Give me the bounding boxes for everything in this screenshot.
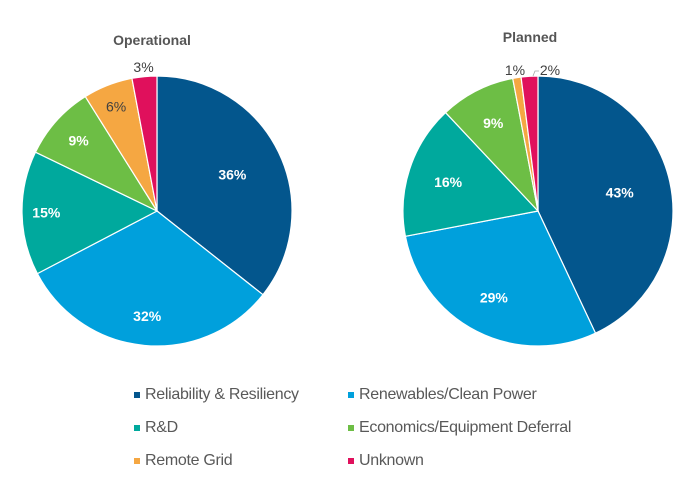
legend-item-rnd: R&D xyxy=(134,416,348,439)
legend-swatch xyxy=(348,457,354,464)
legend-swatch xyxy=(348,424,354,431)
pie-slice-unknown xyxy=(520,75,539,212)
chart-title-planned: Planned xyxy=(503,29,557,45)
data-label-remote-grid: 1% xyxy=(505,62,525,78)
data-label-renewables-clean-power: 32% xyxy=(133,308,162,324)
data-label-r-d: 16% xyxy=(434,174,463,190)
data-label-reliability-resiliency: 36% xyxy=(218,167,247,183)
legend-label: Unknown xyxy=(359,451,424,469)
pie-slice-unknown xyxy=(131,75,158,212)
pie-slice-reliability-resiliency xyxy=(156,75,293,296)
legend-label: Remote Grid xyxy=(145,451,233,469)
pie-slice-r-d xyxy=(21,151,159,275)
legend-label: R&D xyxy=(145,418,178,436)
data-label-unknown: 3% xyxy=(133,59,153,75)
legend-item-economics: Economics/Equipment Deferral xyxy=(348,416,614,439)
data-label-economics-equipment-deferral: 9% xyxy=(483,115,504,131)
pie-slice-reliability-resiliency xyxy=(537,75,674,334)
data-label-unknown: 2% xyxy=(540,62,560,78)
data-label-renewables-clean-power: 29% xyxy=(480,290,509,306)
legend-swatch xyxy=(134,457,140,464)
legend-label: Economics/Equipment Deferral xyxy=(359,418,572,436)
legend-item-renewables: Renewables/Clean Power xyxy=(348,383,614,406)
legend: Reliability & Resiliency Renewables/Clea… xyxy=(134,383,614,472)
legend-label: Renewables/Clean Power xyxy=(359,385,537,403)
legend-item-unknown: Unknown xyxy=(348,449,614,472)
pie-slice-renewables-clean-power xyxy=(404,210,597,347)
legend-item-reliability: Reliability & Resiliency xyxy=(134,383,348,406)
data-label-remote-grid: 6% xyxy=(106,99,126,115)
pie-planned: 43% 29% 16% 9% 1% 2% Planned xyxy=(402,29,674,347)
legend-label: Reliability & Resiliency xyxy=(145,385,299,403)
chart-title-operational: Operational xyxy=(113,32,191,48)
legend-swatch xyxy=(134,391,140,398)
data-label-reliability-resiliency: 43% xyxy=(606,185,635,201)
pie-slice-r-d xyxy=(402,111,540,237)
legend-swatch xyxy=(348,391,354,398)
data-label-r-d: 15% xyxy=(32,205,61,221)
legend-item-remote-grid: Remote Grid xyxy=(134,449,348,472)
leader-line xyxy=(532,70,539,77)
data-label-economics-equipment-deferral: 9% xyxy=(68,133,89,149)
pie-operational: 36% 32% 15% 9% 6% 3% Operational xyxy=(21,32,293,347)
legend-swatch xyxy=(134,424,140,431)
